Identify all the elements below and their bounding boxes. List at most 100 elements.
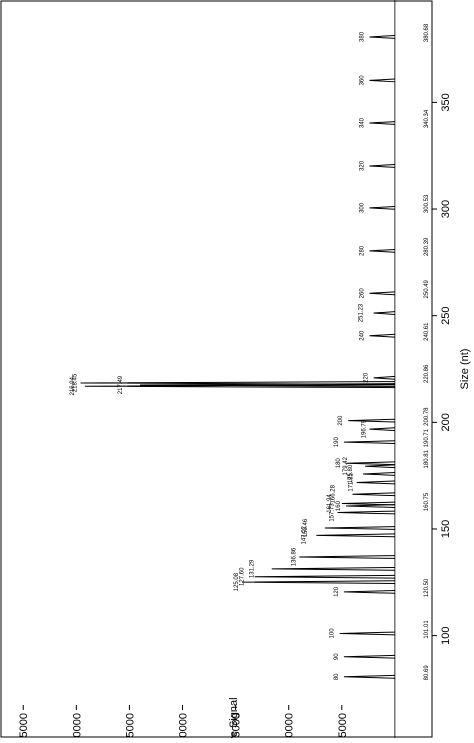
x-tick-label: 150	[440, 520, 452, 538]
peak	[369, 205, 395, 210]
peak-label: 125.08	[234, 572, 240, 591]
standard-label: 180	[336, 458, 342, 469]
x-tick-label: 200	[440, 413, 452, 431]
y-tick-label: 100000	[178, 713, 190, 738]
y-tick-label: 50000	[284, 713, 296, 738]
peak	[373, 311, 395, 315]
peak-label: 218.45	[73, 373, 79, 392]
peak	[369, 121, 395, 125]
peak	[356, 480, 395, 485]
peak	[365, 464, 395, 469]
peak	[80, 381, 395, 385]
standard-label: 340	[359, 117, 365, 128]
y-tick-label: 150000	[71, 713, 83, 738]
peak	[369, 427, 395, 432]
y-tick-label: 175000	[18, 713, 30, 738]
peak	[84, 384, 395, 389]
peak	[369, 248, 395, 253]
standard-label: 100	[330, 628, 336, 639]
size-label: 80.69	[424, 665, 430, 681]
standard-label: 280	[359, 245, 365, 256]
peak	[369, 291, 395, 296]
peak	[337, 510, 395, 515]
standard-label: 80	[334, 673, 340, 680]
size-label: 240.61	[424, 322, 430, 341]
peak	[343, 440, 395, 445]
peak	[352, 492, 395, 497]
peak-label: 147.02	[301, 525, 307, 544]
standard-label: 360	[359, 75, 365, 86]
size-label: 190.71	[424, 428, 430, 447]
size-label: 220.86	[424, 364, 430, 383]
peak	[346, 504, 395, 508]
x-tick-label: 100	[440, 626, 452, 644]
peak-label: 166.28	[330, 484, 336, 503]
peak	[343, 654, 395, 659]
peak	[346, 461, 395, 466]
peak-label: 150.46	[303, 518, 309, 537]
standard-label: 220	[364, 372, 370, 383]
standard-label: 120	[334, 586, 340, 597]
peak-label: 157.73	[330, 503, 336, 522]
standard-label: 320	[359, 160, 365, 171]
peak	[339, 631, 395, 636]
peak	[254, 574, 395, 579]
peak-label: 161.94	[327, 494, 333, 513]
peak-label: 175.80	[348, 464, 354, 483]
standard-label: 240	[359, 330, 365, 341]
peak	[324, 526, 395, 530]
standard-label: 90	[334, 653, 340, 660]
peak-label: 131.29	[250, 559, 256, 578]
peak	[369, 333, 395, 338]
y-tick-label: 75000	[231, 713, 243, 738]
peak-label: 196.79	[361, 419, 367, 438]
peak-label: 217.49	[118, 375, 124, 394]
size-label: 280.39	[424, 237, 430, 256]
x-axis-title: Size (nt)	[459, 349, 471, 390]
standard-label: 300	[359, 202, 365, 213]
peak-label: 179.42	[343, 456, 349, 475]
size-label: 200.78	[424, 407, 430, 426]
size-label: 160.75	[424, 492, 430, 511]
peak	[271, 566, 395, 571]
size-label: 101.01	[424, 620, 430, 639]
x-tick-label: 350	[440, 93, 452, 111]
peak	[343, 674, 395, 679]
size-label: 380.68	[424, 23, 430, 42]
peak	[369, 78, 395, 83]
peak	[363, 472, 395, 476]
size-label: 250.49	[424, 279, 430, 298]
y-tick-label: 25000	[337, 713, 349, 738]
peak-label: 216.94	[70, 376, 76, 395]
standard-label: 190	[334, 436, 340, 447]
size-label: 340.34	[424, 109, 430, 128]
peak	[299, 555, 395, 559]
x-tick-label: 250	[440, 306, 452, 324]
peak	[348, 418, 395, 423]
peak	[369, 164, 395, 168]
standard-label: 260	[359, 288, 365, 299]
x-tick-label: 300	[440, 200, 452, 218]
peak-label: 136.86	[291, 547, 297, 566]
peak-label: 171.81	[349, 473, 355, 492]
y-axis-title: Dye Signal	[228, 697, 240, 738]
size-label: 180.81	[424, 449, 430, 468]
standard-label: 160	[336, 500, 342, 511]
y-tick-label: 125000	[124, 713, 136, 738]
peak	[241, 580, 395, 585]
peak-label: 127.60	[240, 567, 246, 586]
peak	[341, 501, 395, 506]
peak	[316, 533, 395, 538]
size-label: 120.50	[424, 578, 430, 597]
standard-label: 200	[338, 415, 344, 426]
peak	[343, 589, 395, 594]
plot-frame	[0, 0, 433, 738]
peak-label: 251.23	[359, 303, 365, 322]
peak	[369, 35, 395, 39]
standard-label: 380	[359, 31, 365, 42]
peak	[373, 375, 395, 380]
size-label: 300.53	[424, 194, 430, 213]
